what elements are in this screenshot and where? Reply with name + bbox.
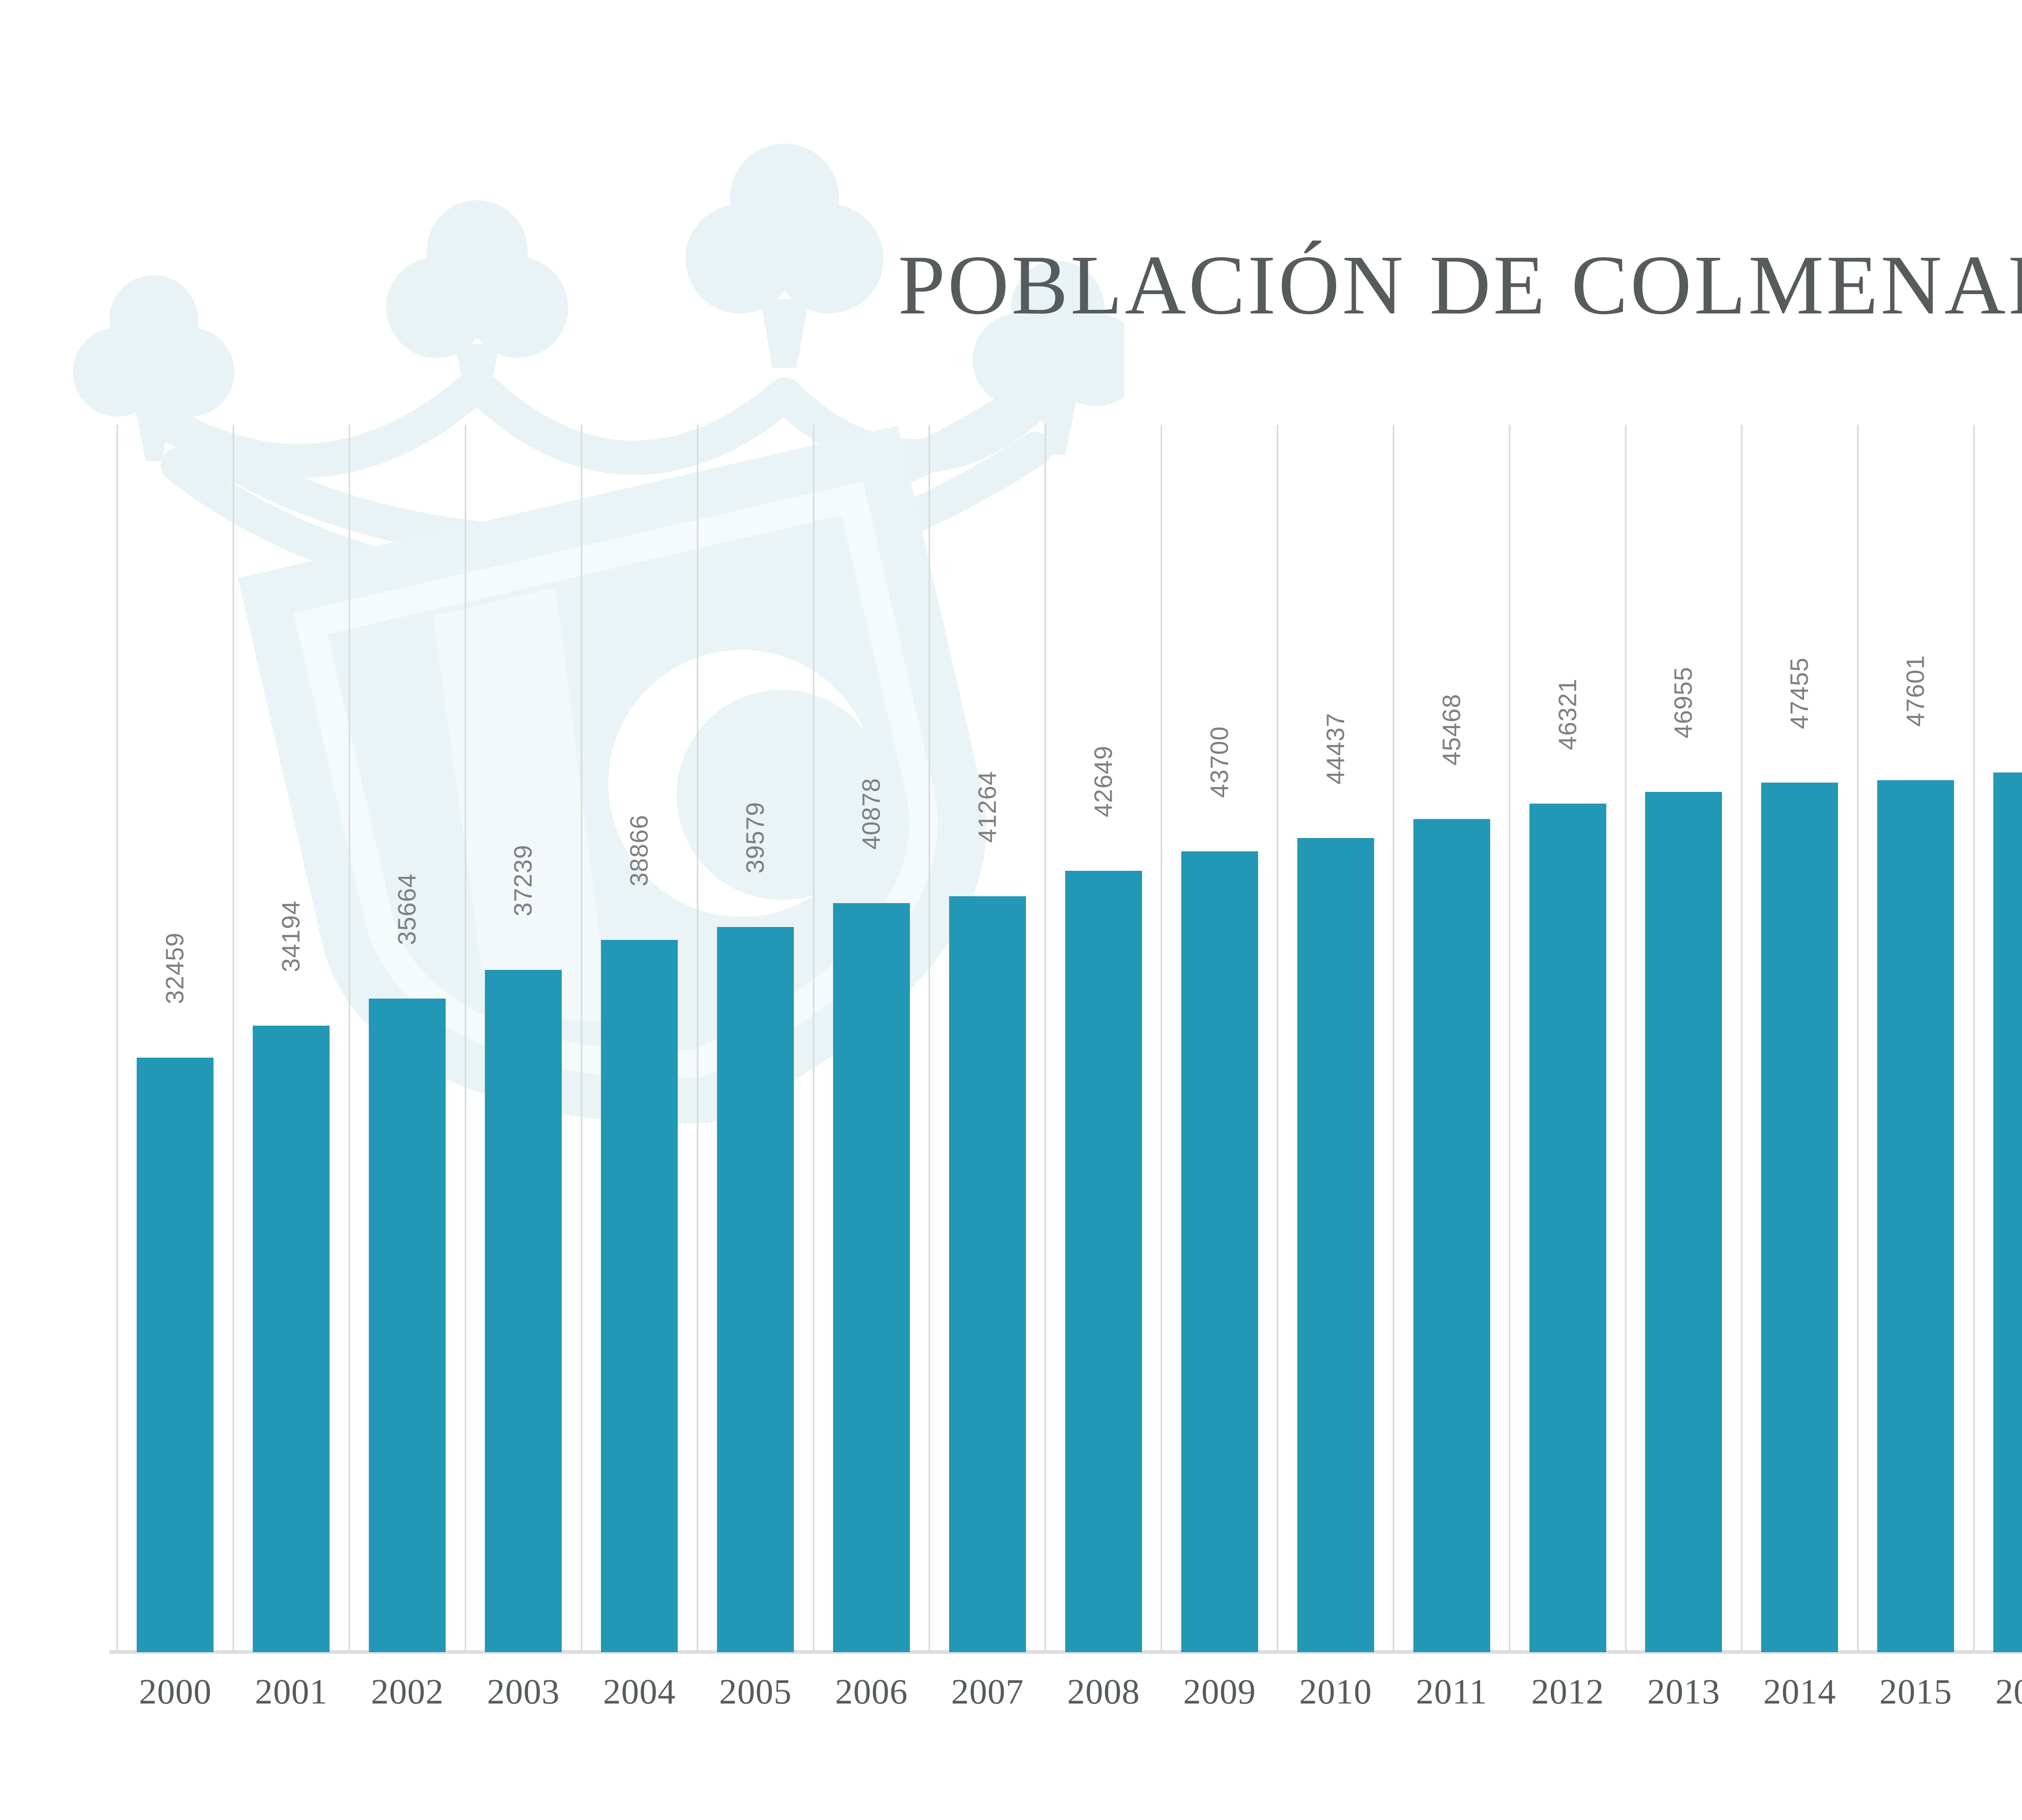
bar-rect[interactable] — [1877, 780, 1954, 1652]
bar-column[interactable]: 47601 — [1858, 425, 1974, 1652]
page-title: POBLACIÓN DE COLMENAR VIEJO — [898, 238, 2022, 332]
gridline — [1045, 425, 1047, 1652]
bar-rect[interactable] — [949, 896, 1026, 1652]
x-axis-tick-label: 2010 — [1299, 1672, 1372, 1712]
bar-column[interactable]: 37239 — [465, 425, 582, 1652]
x-axis-tick-label: 2004 — [603, 1672, 676, 1712]
gridline — [1741, 425, 1743, 1652]
bar-rect[interactable] — [1645, 792, 1722, 1652]
bar-value-label: 39579 — [741, 802, 770, 874]
gridline — [1973, 425, 1975, 1652]
x-axis-tick-label: 2014 — [1763, 1672, 1836, 1712]
gridline — [232, 425, 234, 1652]
bar-rect[interactable] — [1297, 838, 1374, 1652]
bar-column[interactable]: 32459 — [117, 425, 233, 1652]
bar-column[interactable]: 44437 — [1277, 425, 1394, 1652]
bar-value-label: 42649 — [1089, 745, 1118, 817]
bar-column[interactable]: 46321 — [1510, 425, 1626, 1652]
bar-column[interactable]: 40878 — [814, 425, 930, 1652]
bar-value-label: 43700 — [1206, 726, 1234, 798]
bar-column[interactable]: 42649 — [1045, 425, 1161, 1652]
bar-series: 32459 34194 35664 37239 38866 39579 40878 41264… — [117, 425, 2022, 1652]
bar-value-label: 48020 — [2018, 647, 2022, 719]
bar-value-label: 40878 — [857, 778, 886, 850]
gridline — [1509, 425, 1511, 1652]
bar-value-label: 45468 — [1438, 694, 1466, 766]
x-axis-tick-label: 2011 — [1416, 1672, 1487, 1712]
bar-rect[interactable] — [601, 940, 678, 1652]
bar-column[interactable]: 39579 — [698, 425, 814, 1652]
bar-value-label: 46321 — [1554, 678, 1582, 750]
x-axis-tick-label: 2009 — [1183, 1672, 1256, 1712]
x-axis-tick-label: 2003 — [487, 1672, 560, 1712]
x-axis-tick-label: 2000 — [139, 1672, 212, 1712]
bar-value-label: 47601 — [1901, 655, 1930, 727]
x-axis-tick-label: 2007 — [951, 1672, 1024, 1712]
bar-value-label: 37239 — [509, 844, 537, 916]
gridline — [1277, 425, 1279, 1652]
x-axis-tick-label: 2001 — [255, 1672, 328, 1712]
bar-column[interactable]: 41264 — [929, 425, 1045, 1652]
bar-rect[interactable] — [485, 970, 562, 1652]
bar-rect[interactable] — [1761, 783, 1838, 1652]
gridline — [1857, 425, 1859, 1652]
bar-value-label: 35664 — [393, 873, 421, 945]
bar-rect[interactable] — [1181, 851, 1258, 1652]
x-axis-labels: 2000 2001 2002 2003 2004 2005 2006 2007 2008 2009… — [117, 1674, 2022, 1731]
bar-column[interactable]: 34194 — [233, 425, 349, 1652]
bar-value-label: 38866 — [625, 815, 654, 887]
bar-value-label: 41264 — [973, 771, 1002, 843]
bar-column[interactable]: 46955 — [1626, 425, 1742, 1652]
bar-column[interactable]: 43700 — [1161, 425, 1277, 1652]
bar-rect[interactable] — [1993, 772, 2022, 1652]
x-axis-tick-label: 2012 — [1531, 1672, 1604, 1712]
gridline — [1393, 425, 1395, 1652]
x-axis-tick-label: 2005 — [719, 1672, 792, 1712]
bar-value-label: 32459 — [161, 932, 189, 1004]
x-axis-tick-label: 2008 — [1067, 1672, 1140, 1712]
x-axis-tick-label: 2016 — [1995, 1672, 2022, 1712]
bar-column[interactable]: 35664 — [349, 425, 465, 1652]
bar-rect[interactable] — [369, 999, 446, 1652]
bar-rect[interactable] — [253, 1026, 330, 1652]
bar-rect[interactable] — [1529, 804, 1606, 1652]
bar-column[interactable]: 47455 — [1742, 425, 1858, 1652]
bar-value-label: 44437 — [1322, 713, 1350, 785]
bar-rect[interactable] — [1065, 871, 1142, 1652]
gridline — [1625, 425, 1626, 1652]
bar-rect[interactable] — [137, 1058, 214, 1652]
bar-column[interactable]: 48020 — [1974, 425, 2022, 1652]
x-axis-tick-label: 2002 — [371, 1672, 444, 1712]
gridline — [1161, 425, 1163, 1652]
bar-column[interactable]: 38866 — [582, 425, 698, 1652]
bar-value-label: 46955 — [1669, 667, 1698, 739]
x-axis-tick-label: 2013 — [1647, 1672, 1720, 1712]
x-axis-tick-label: 2006 — [835, 1672, 908, 1712]
bar-value-label: 47455 — [1785, 657, 1814, 729]
x-axis-tick-label: 2015 — [1879, 1672, 1952, 1712]
gridline — [116, 425, 118, 1652]
bar-rect[interactable] — [833, 903, 910, 1652]
bar-rect[interactable] — [1413, 819, 1490, 1652]
bar-rect[interactable] — [717, 927, 794, 1652]
bar-column[interactable]: 45468 — [1394, 425, 1510, 1652]
bar-value-label: 34194 — [277, 900, 305, 972]
